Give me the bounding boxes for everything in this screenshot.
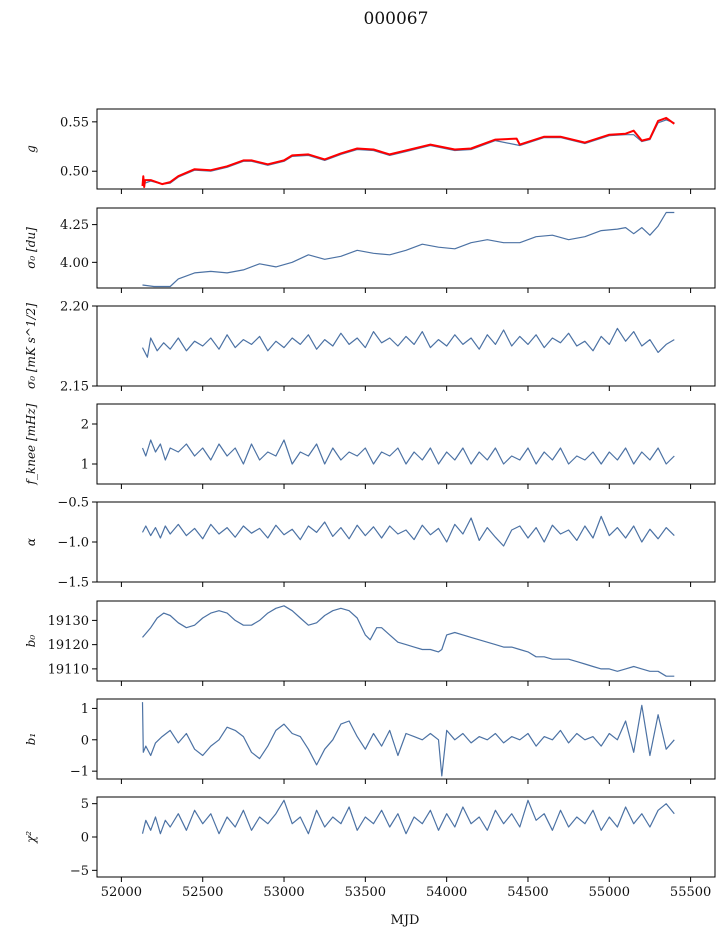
x-tick-label: 54000 bbox=[426, 885, 467, 900]
series-line-2-1 bbox=[142, 211, 675, 288]
y-tick-label: 0.55 bbox=[60, 115, 89, 130]
y-tick-label: 0 bbox=[81, 733, 89, 748]
y-tick-label: 2 bbox=[81, 418, 89, 433]
y-tick-label: 0.50 bbox=[60, 165, 89, 180]
series-line-4-1 bbox=[141, 439, 675, 465]
y-tick-label: 2.20 bbox=[60, 300, 89, 315]
y-tick-label: −1 bbox=[70, 765, 89, 780]
x-tick-label: 55500 bbox=[670, 885, 711, 900]
x-axis-label: MJD bbox=[391, 913, 420, 928]
y-tick-label: 4.00 bbox=[60, 256, 89, 271]
y-tick-label: −0.5 bbox=[57, 496, 89, 511]
y-tick-label: 1 bbox=[81, 458, 89, 473]
figure-title: 000067 bbox=[364, 9, 429, 29]
axes-frame bbox=[96, 698, 716, 780]
panel-1: 0.50 0.55 g bbox=[24, 108, 716, 194]
x-tick-label: 53500 bbox=[345, 885, 386, 900]
x-tick-label: 54500 bbox=[507, 885, 548, 900]
panel-2: 4.00 4.25 σ₀ [du] bbox=[24, 207, 716, 293]
axes-frame bbox=[96, 501, 716, 583]
y-axis-label: b₀ bbox=[24, 635, 38, 648]
x-tick-label: 52500 bbox=[182, 885, 223, 900]
y-tick-label: −5 bbox=[70, 864, 89, 879]
x-tick-label: 52000 bbox=[101, 885, 142, 900]
axes-frame bbox=[96, 108, 716, 190]
panel-3: 2.15 2.20 σ₀ [mK s^1/2] bbox=[24, 300, 716, 395]
y-axis-label: g bbox=[24, 145, 38, 153]
y-tick-label: 5 bbox=[81, 797, 89, 812]
panels-group: 0.50 0.55 g 4.00 4.25 σ₀ [du] 2.15 2.20 σ₀ [mK s… bbox=[24, 108, 716, 900]
axes-frame bbox=[96, 796, 716, 878]
series-line-7-1 bbox=[141, 702, 675, 777]
series-line-5-1 bbox=[141, 515, 675, 547]
y-tick-label: 2.15 bbox=[60, 380, 89, 395]
series-line-6-1 bbox=[142, 605, 675, 677]
y-axis-label: b₁ bbox=[24, 733, 38, 746]
y-axis-label: f_knee [mHz] bbox=[24, 403, 38, 485]
y-tick-label: 19120 bbox=[48, 638, 89, 653]
panel-7: −1 0 1 b₁ bbox=[24, 698, 716, 784]
y-axis-label: α bbox=[24, 538, 38, 546]
series-line-3-1 bbox=[141, 327, 675, 358]
y-tick-label: 1 bbox=[81, 702, 89, 717]
x-tick-label: 53000 bbox=[263, 885, 304, 900]
axes-frame bbox=[96, 305, 716, 387]
series-line-8-1 bbox=[141, 799, 675, 835]
y-axis-label: χ² bbox=[24, 831, 38, 844]
y-tick-label: 0 bbox=[81, 831, 89, 846]
axes-frame bbox=[96, 403, 716, 485]
y-tick-label: −1.0 bbox=[57, 536, 89, 551]
axes-frame bbox=[96, 207, 716, 289]
panel-8: −5 0 5 52000 52500 53000 53500 54000 54500 55000 5… bbox=[24, 796, 716, 900]
x-tick-label: 55000 bbox=[589, 885, 630, 900]
axes-frame bbox=[96, 600, 716, 682]
y-tick-label: 19130 bbox=[48, 614, 89, 629]
series-line-1-2 bbox=[141, 116, 675, 188]
y-tick-label: 19110 bbox=[48, 662, 89, 677]
y-axis-label: σ₀ [mK s^1/2] bbox=[24, 303, 38, 389]
y-tick-label: 4.25 bbox=[60, 218, 89, 233]
y-axis-label: σ₀ [du] bbox=[24, 227, 38, 269]
panel-4: 1 2 f_knee [mHz] bbox=[24, 403, 716, 489]
panel-5: −1.5 −1.0 −0.5 α bbox=[24, 496, 716, 591]
y-tick-label: −1.5 bbox=[57, 576, 89, 591]
panel-6: 19110 19120 19130 b₀ bbox=[24, 600, 716, 686]
series-line-1-1 bbox=[142, 119, 675, 185]
